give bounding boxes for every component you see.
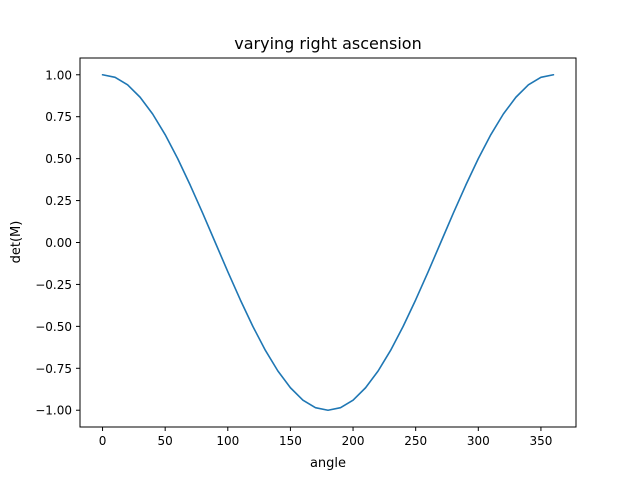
- y-tick-label: 0.25: [45, 194, 72, 208]
- x-tick-label: 150: [279, 434, 302, 448]
- x-tick-label: 0: [99, 434, 107, 448]
- y-tick-label: 0.50: [45, 152, 72, 166]
- y-axis-label: det(M): [9, 221, 24, 264]
- y-tick-label: −0.75: [35, 362, 72, 376]
- y-tick-label: 0.75: [45, 110, 72, 124]
- y-tick-label: −0.50: [35, 320, 72, 334]
- x-tick-label: 50: [158, 434, 173, 448]
- x-tick-label: 200: [342, 434, 365, 448]
- x-tick-label: 250: [404, 434, 427, 448]
- y-tick-label: 0.00: [45, 236, 72, 250]
- series-line-0: [101, 73, 555, 412]
- x-tick-label: 350: [529, 434, 552, 448]
- chart-title: varying right ascension: [234, 34, 421, 53]
- x-axis-label: angle: [310, 456, 346, 471]
- y-tick-label: −0.25: [35, 278, 72, 292]
- x-tick-label: 100: [216, 434, 239, 448]
- y-tick-label: 1.00: [45, 68, 72, 82]
- x-tick-label: 300: [467, 434, 490, 448]
- y-tick-label: −1.00: [35, 404, 72, 418]
